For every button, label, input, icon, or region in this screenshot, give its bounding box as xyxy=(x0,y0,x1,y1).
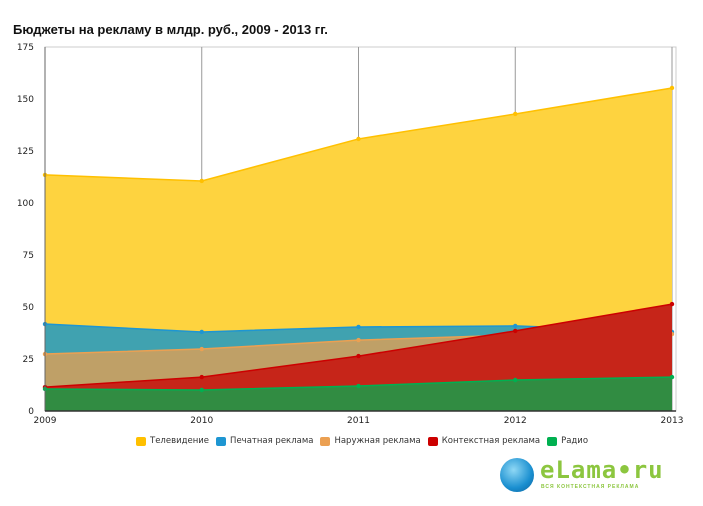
legend-swatch xyxy=(136,436,146,446)
elama-logo: eLama•ru ВСЯ КОНТЕКСТНАЯ РЕКЛАМА xyxy=(500,456,690,498)
legend-label: Контекстная реклама xyxy=(441,436,541,446)
data-point xyxy=(356,324,361,330)
data-point xyxy=(356,383,361,389)
legend-swatch xyxy=(427,436,438,446)
legend-item[interactable]: Радио xyxy=(547,436,588,446)
data-point xyxy=(513,323,518,329)
y-tick-label: 50 xyxy=(23,303,35,313)
y-tick-label: 100 xyxy=(17,199,34,209)
legend-label: Наружная реклама xyxy=(334,436,421,446)
logo-brand: eLama•ru xyxy=(540,456,664,484)
data-point xyxy=(199,346,204,352)
y-tick-label: 25 xyxy=(23,355,34,365)
data-point xyxy=(669,301,675,307)
legend-label: Печатная реклама xyxy=(230,436,314,446)
legend-item[interactable]: Печатная реклама xyxy=(216,436,313,446)
x-tick-label: 2013 xyxy=(661,416,684,426)
y-tick-label: 75 xyxy=(23,251,34,261)
y-tick-label: 125 xyxy=(17,147,34,157)
legend-swatch xyxy=(547,436,558,446)
x-tick-label: 2011 xyxy=(347,416,370,426)
data-point xyxy=(356,337,361,343)
data-point xyxy=(356,353,361,359)
data-point xyxy=(669,374,675,380)
legend-swatch xyxy=(216,436,227,446)
y-tick-label: 0 xyxy=(28,407,34,417)
data-point xyxy=(513,111,518,117)
data-point xyxy=(356,136,361,142)
y-tick-label: 150 xyxy=(17,95,34,105)
legend-item[interactable]: Контекстная реклама xyxy=(427,436,541,446)
x-tick-label: 2012 xyxy=(504,416,527,426)
legend-label: Телевидение xyxy=(150,436,210,446)
y-tick-label: 175 xyxy=(17,43,34,53)
x-tick-label: 2010 xyxy=(190,416,213,426)
legend-item[interactable]: Наружная реклама xyxy=(320,436,421,446)
legend-item[interactable]: Телевидение xyxy=(136,436,209,446)
data-point xyxy=(513,328,518,334)
llama-logo-icon xyxy=(500,458,534,492)
data-point xyxy=(669,85,675,91)
data-point xyxy=(199,374,204,380)
chart-title: Бюджеты на рекламу в млдр. руб., 2009 - … xyxy=(13,22,328,37)
x-tick-label: 2009 xyxy=(34,416,57,426)
data-point xyxy=(513,377,518,383)
legend-label: Радио xyxy=(561,436,589,446)
data-point xyxy=(199,387,204,393)
legend-swatch xyxy=(320,436,331,446)
legend: Телевидение Печатная реклама Наружная рекл… xyxy=(136,436,588,446)
logo-tagline: ВСЯ КОНТЕКСТНАЯ РЕКЛАМА xyxy=(541,484,640,490)
data-point xyxy=(199,329,204,335)
data-point xyxy=(199,178,204,184)
area-4 xyxy=(45,377,672,411)
